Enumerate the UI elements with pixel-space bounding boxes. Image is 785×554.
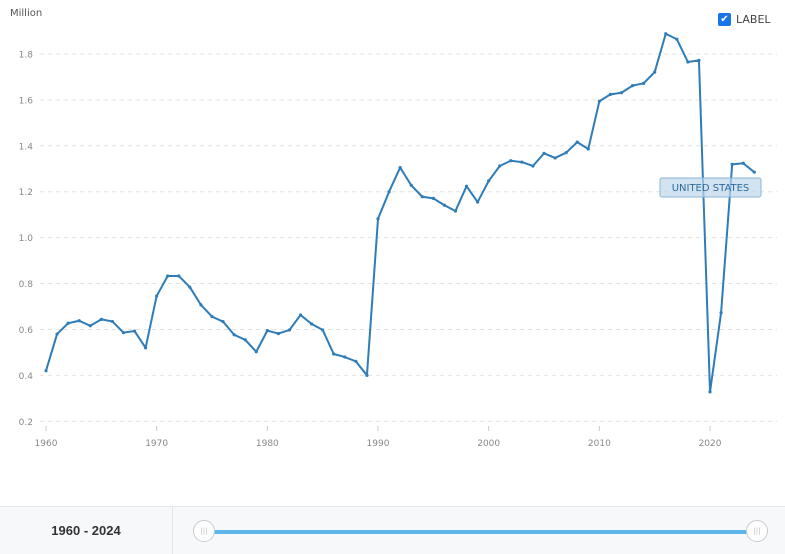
data-point xyxy=(276,331,281,336)
data-point xyxy=(719,311,723,315)
year-range-footer: 1960 - 2024 ||| ||| xyxy=(0,506,785,554)
data-point xyxy=(453,209,458,213)
data-point xyxy=(210,315,214,319)
data-point xyxy=(298,313,303,317)
data-point xyxy=(88,324,92,328)
data-point xyxy=(310,322,314,326)
x-tick-label: 1960 xyxy=(35,439,58,449)
line-chart: 0.2 0.4 0.6 0.8 1.0 1.2 1.4 1.6 1.8 1960 1970 1980 1… xyxy=(19,32,777,449)
data-point xyxy=(520,160,524,164)
y-tick-label: 0.2 xyxy=(19,418,33,428)
y-tick-label: 1.8 xyxy=(19,50,34,60)
range-separator: - xyxy=(83,523,89,538)
data-point xyxy=(531,164,535,168)
x-tick-label: 2020 xyxy=(699,439,722,449)
data-point xyxy=(398,165,402,170)
y-tick-label: 1.2 xyxy=(19,188,33,198)
data-point xyxy=(509,159,513,163)
data-point xyxy=(409,183,413,187)
x-tick-label: 2000 xyxy=(477,439,500,449)
data-point xyxy=(752,170,756,174)
data-point xyxy=(77,319,81,323)
data-point xyxy=(487,179,491,183)
data-point xyxy=(619,91,624,95)
x-tick-label: 1980 xyxy=(256,439,279,449)
data-point xyxy=(221,320,225,324)
data-point xyxy=(675,37,679,41)
data-point xyxy=(343,355,347,359)
data-point xyxy=(66,321,70,325)
label-toggle[interactable]: ✔ LABEL xyxy=(718,13,771,26)
range-slider-track[interactable] xyxy=(205,530,757,534)
series-label: UNITED STATES xyxy=(672,183,750,194)
data-point xyxy=(144,346,148,350)
data-point xyxy=(476,200,480,204)
data-point xyxy=(155,294,159,298)
checkbox-checked-icon[interactable]: ✔ xyxy=(718,13,731,26)
data-point xyxy=(254,350,258,354)
data-point xyxy=(653,70,657,74)
data-point xyxy=(664,32,668,36)
data-point xyxy=(597,99,601,103)
data-point xyxy=(232,333,236,337)
label-toggle-text: LABEL xyxy=(736,13,771,26)
data-point xyxy=(608,92,613,96)
data-point xyxy=(442,203,447,207)
y-axis-unit-label: Million xyxy=(10,8,43,19)
data-point xyxy=(498,164,502,168)
data-point xyxy=(553,156,557,160)
data-point xyxy=(542,151,546,155)
data-point xyxy=(354,359,358,363)
data-point xyxy=(132,329,137,333)
data-point xyxy=(121,331,126,335)
series-label-box xyxy=(659,177,762,198)
data-point xyxy=(741,161,745,165)
data-point xyxy=(365,373,369,377)
range-slider-end-handle[interactable]: ||| xyxy=(746,520,768,542)
x-tick-label: 2010 xyxy=(588,439,611,449)
year-range-display: 1960 - 2024 xyxy=(0,507,173,554)
data-point xyxy=(265,329,269,333)
data-point xyxy=(697,58,701,62)
data-point xyxy=(420,195,424,199)
data-point xyxy=(564,151,568,155)
data-point xyxy=(387,190,391,194)
data-point xyxy=(55,332,59,336)
data-point xyxy=(376,217,380,221)
series-line xyxy=(45,32,755,393)
data-point xyxy=(431,196,435,200)
data-point xyxy=(110,319,115,324)
data-point xyxy=(642,81,646,85)
y-tick-label: 0.4 xyxy=(19,372,34,382)
data-point xyxy=(586,147,590,151)
data-point xyxy=(199,303,203,307)
range-end: 2024 xyxy=(91,523,121,538)
data-point xyxy=(708,390,712,394)
x-tick-label: 1970 xyxy=(145,439,168,449)
data-point xyxy=(44,369,48,373)
y-tick-label: 1.4 xyxy=(19,142,34,152)
data-point xyxy=(166,274,170,278)
y-tick-label: 0.8 xyxy=(19,280,34,290)
y-tick-label: 0.6 xyxy=(19,326,34,336)
data-point xyxy=(321,328,325,332)
y-tick-label: 1.6 xyxy=(19,96,34,106)
data-point xyxy=(686,60,690,64)
range-start: 1960 xyxy=(51,523,81,538)
data-point xyxy=(730,162,734,166)
y-tick-label: 1.0 xyxy=(19,234,34,244)
data-point xyxy=(630,84,635,88)
x-tick-label: 1990 xyxy=(367,439,390,449)
data-point xyxy=(287,328,292,332)
data-point xyxy=(332,352,336,356)
data-point xyxy=(243,338,247,342)
data-point xyxy=(464,184,469,188)
data-point xyxy=(99,317,103,321)
data-point xyxy=(188,285,192,289)
range-slider-start-handle[interactable]: ||| xyxy=(193,520,215,542)
data-point xyxy=(575,140,579,144)
data-point xyxy=(177,274,181,278)
